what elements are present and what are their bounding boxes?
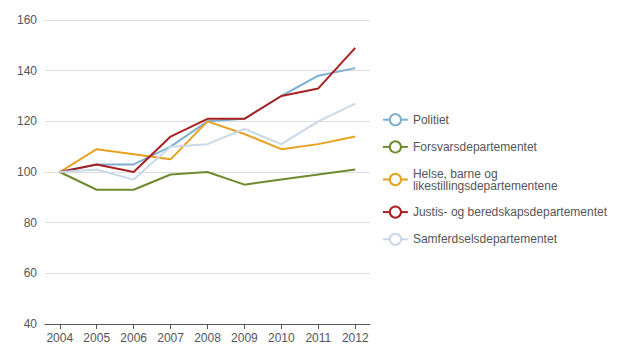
svg-text:2010: 2010 — [268, 331, 295, 345]
svg-text:2005: 2005 — [83, 331, 110, 345]
svg-text:60: 60 — [24, 266, 38, 280]
svg-text:Samferdselsdepartementet: Samferdselsdepartementet — [413, 232, 558, 246]
svg-text:120: 120 — [17, 114, 37, 128]
svg-text:2004: 2004 — [46, 331, 73, 345]
svg-text:Justis- og beredskapsdeparteme: Justis- og beredskapsdepartementet — [413, 205, 608, 219]
svg-text:80: 80 — [24, 216, 38, 230]
svg-text:2011: 2011 — [305, 331, 331, 345]
svg-text:2008: 2008 — [194, 331, 221, 345]
svg-text:140: 140 — [17, 64, 37, 78]
svg-text:2006: 2006 — [120, 331, 147, 345]
svg-text:Forsvarsdepartementet: Forsvarsdepartementet — [413, 140, 538, 154]
svg-text:2007: 2007 — [157, 331, 184, 345]
svg-text:100: 100 — [17, 165, 37, 179]
svg-text:40: 40 — [24, 317, 38, 331]
svg-text:Politiet: Politiet — [413, 113, 450, 127]
svg-text:2009: 2009 — [231, 331, 258, 345]
svg-text:likestillingsdepartementene: likestillingsdepartementene — [413, 179, 558, 193]
svg-text:2012: 2012 — [342, 331, 369, 345]
svg-text:160: 160 — [17, 13, 37, 27]
svg-text:Helse, barne og: Helse, barne og — [412, 166, 498, 181]
